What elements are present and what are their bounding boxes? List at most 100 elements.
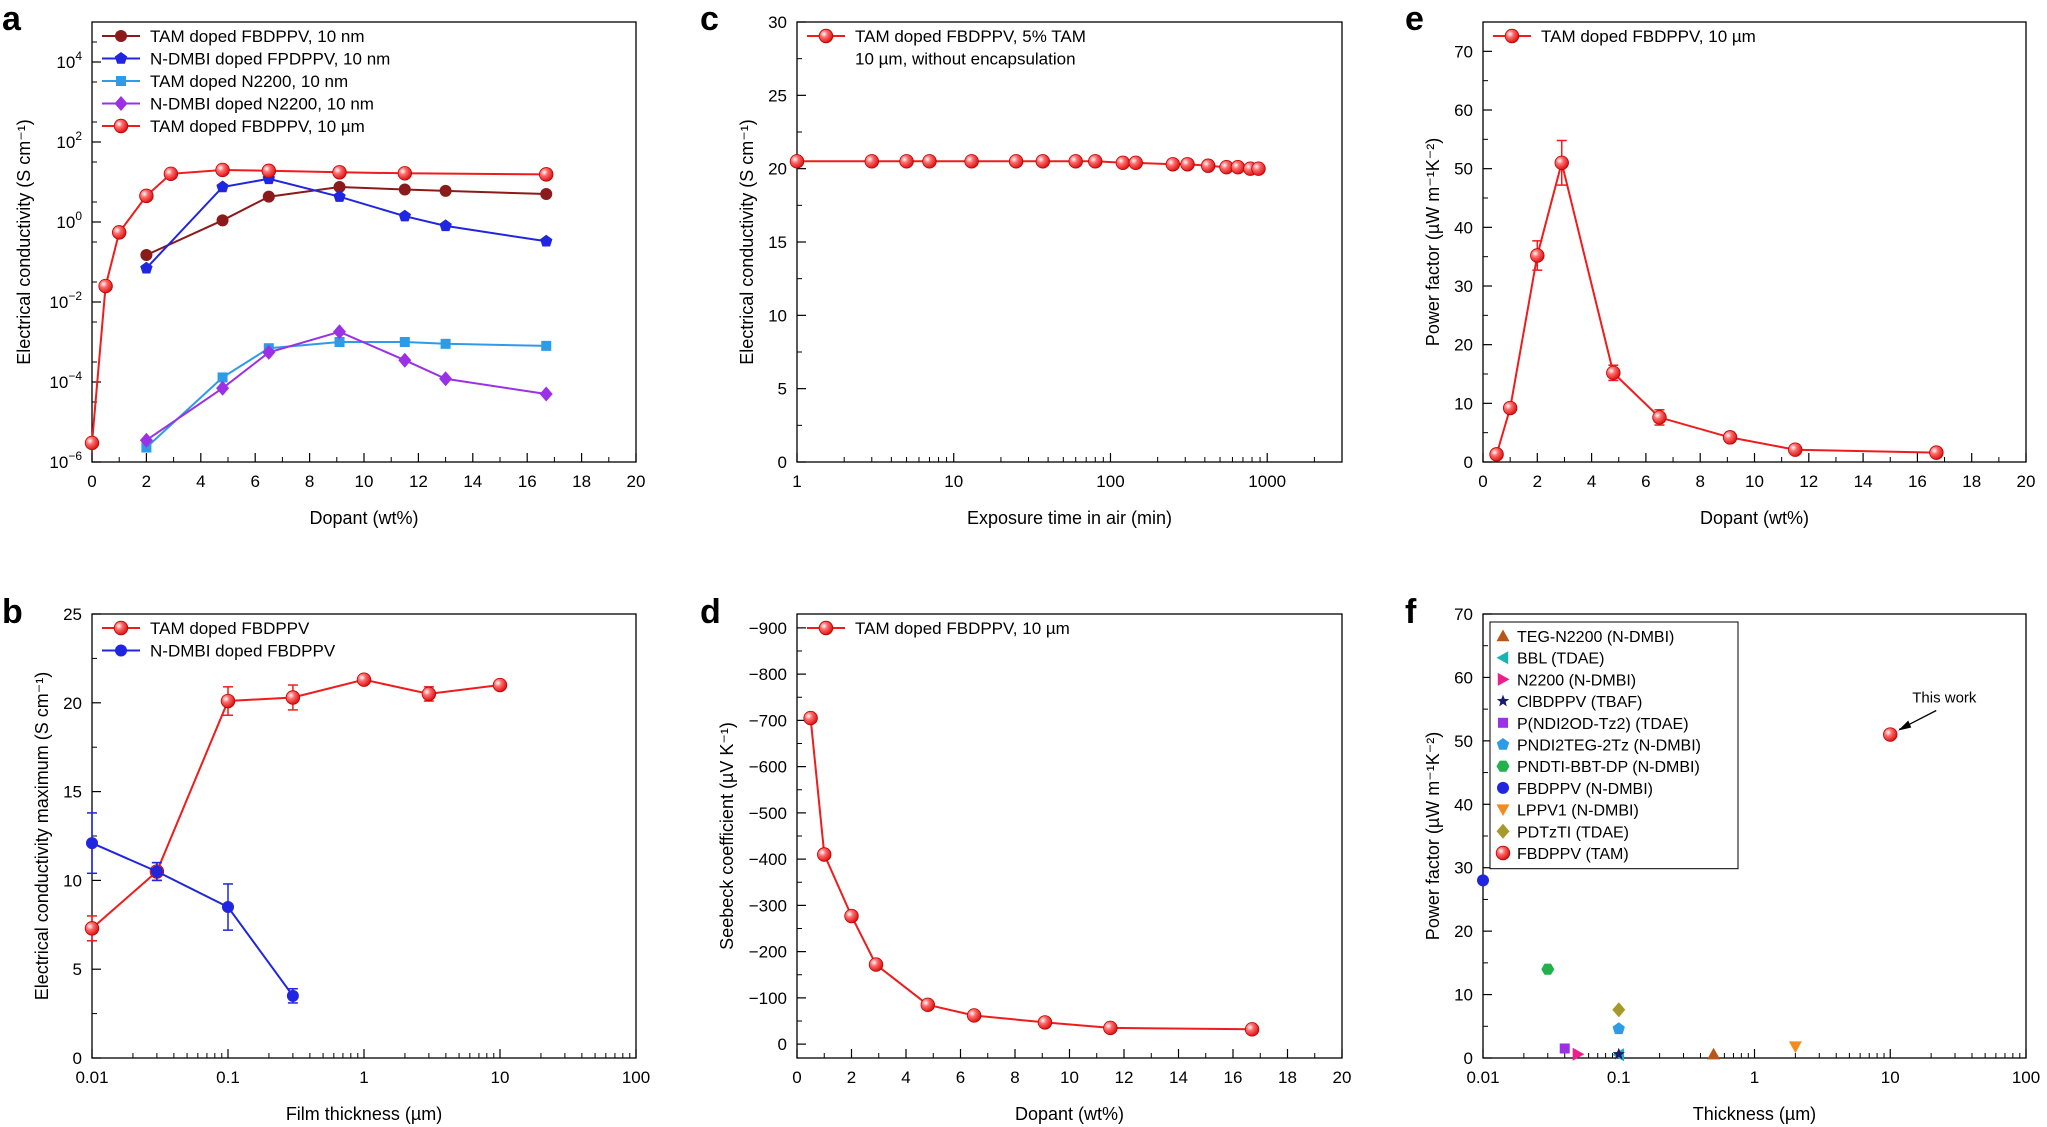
legend-marker [114, 96, 128, 111]
data-point [440, 338, 451, 349]
panel-e: e 0 2 4 6 8 10 12 14 16 18 20 Dopant (wt%) 0 10 20 30 40 5… [1405, 0, 2035, 528]
legend-label: TEG-N2200 (N-DMBI) [1517, 629, 1674, 646]
data-point [216, 380, 230, 396]
data-point [1612, 1002, 1626, 1018]
y-axis-label: Electrical conductivity maximum (S cm⁻¹) [32, 672, 52, 1001]
y-tick-label: −400 [749, 850, 787, 869]
data-point [217, 372, 228, 383]
y-tick-label: 0 [778, 1035, 787, 1054]
x-axis: 1 10 100 1000 Exposure time in air (min) [792, 453, 1315, 528]
x-tick-label: 0 [1478, 472, 1487, 491]
series [1477, 874, 1489, 887]
y-tick-label: 60 [1454, 668, 1473, 687]
series [139, 324, 553, 448]
data-point [1788, 442, 1803, 457]
data-point [333, 180, 346, 193]
legend-label: TAM doped FBDPPV, 10 µm [855, 619, 1070, 638]
y-tick-label: 50 [1454, 732, 1473, 751]
data-point [398, 183, 411, 196]
x-tick-label: 16 [1908, 472, 1927, 491]
data-point [397, 166, 413, 181]
legend-marker [113, 620, 129, 636]
series [803, 710, 1260, 1037]
y-tick-label: −800 [749, 665, 787, 684]
y-tick-label: 10 [1454, 394, 1473, 413]
legend: TAM doped FBDPPV, 10 µm [807, 619, 1070, 638]
y-tick-label: −500 [749, 804, 787, 823]
series-line [91, 168, 547, 443]
x-tick-label: 10 [491, 1068, 510, 1087]
x-tick-label: 16 [1224, 1068, 1243, 1087]
x-axis: 0 2 4 6 8 10 12 14 16 18 20 Dopant (wt%) [1478, 453, 2035, 528]
y-tick-label: 104 [56, 49, 82, 72]
data-point [262, 190, 275, 203]
data-point [789, 154, 805, 169]
x-tick-label: 18 [1278, 1068, 1297, 1087]
data-point [439, 371, 453, 387]
data-point [964, 154, 979, 169]
x-tick-label: 0.1 [1607, 1068, 1631, 1087]
y-axis: 0 5 10 15 20 25 Electrical conductivity maximu… [32, 605, 101, 1068]
y-tick-label: 5 [778, 380, 787, 399]
data-point [1008, 154, 1024, 169]
panel-c: c 1 10 100 1000 Exposure time in air (min) 0 5 1… [700, 0, 1343, 528]
data-point [1068, 154, 1083, 169]
x-tick-label: 10 [1881, 1068, 1900, 1087]
series [1612, 1047, 1625, 1060]
y-tick-label: 15 [768, 233, 787, 252]
data-point [1251, 161, 1266, 176]
legend-marker [1496, 823, 1510, 839]
x-tick-label: 0.1 [216, 1068, 240, 1087]
legend-label: TAM doped FBDPPV, 10 µm [150, 117, 365, 136]
data-point [1606, 365, 1621, 381]
legend: TAM doped FBDPPV N-DMBI doped FBDPPV [102, 619, 336, 661]
legend-marker [1496, 760, 1510, 772]
x-axis-label: Dopant (wt%) [309, 508, 418, 528]
y-tick-label: 10 [768, 306, 787, 325]
data-point [540, 188, 553, 201]
x-tick-label: 12 [409, 472, 428, 491]
data-point [140, 261, 153, 274]
data-point [333, 324, 346, 340]
data-point [1722, 430, 1738, 445]
y-tick-label: 40 [1454, 795, 1473, 814]
y-tick-label: 20 [63, 694, 82, 713]
y-tick-label: 30 [1454, 277, 1473, 296]
data-point [261, 163, 277, 179]
data-point [966, 1008, 982, 1023]
x-tick-label: 18 [572, 472, 591, 491]
series [1572, 1047, 1585, 1061]
data-point [803, 710, 818, 726]
legend-label: BBL (TDAE) [1517, 651, 1604, 668]
data-point [216, 180, 229, 193]
data-point [216, 214, 229, 227]
x-tick-label: 100 [2012, 1068, 2040, 1087]
series [1489, 139, 1944, 462]
legend-label: TAM doped FBDPPV, 5% TAM [855, 27, 1086, 46]
legend-label: LPPV1 (N-DMBI) [1517, 803, 1639, 820]
y-axis: 10−6 10−4 10−2 100 102 104 Electrical conducti… [14, 41, 101, 472]
x-tick-label: 4 [1587, 472, 1596, 491]
legend-label: FBDPPV (N-DMBI) [1517, 781, 1653, 798]
y-axis-label: Power factor (µW m⁻¹K⁻²) [1423, 732, 1443, 940]
x-axis-label: Thickness (µm) [1693, 1104, 1816, 1124]
data-point [844, 908, 859, 924]
legend-marker [1498, 717, 1508, 728]
data-point [1707, 1047, 1721, 1060]
data-point [1612, 1047, 1625, 1060]
data-point [399, 337, 410, 347]
y-tick-label: −600 [749, 758, 787, 777]
data-point [286, 989, 299, 1002]
y-tick-label: 102 [56, 129, 82, 152]
plot-frame [796, 613, 1343, 1059]
legend-label: ClBDPPV (TBAF) [1517, 694, 1642, 711]
y-tick-label: 30 [1454, 859, 1473, 878]
data-point [1530, 248, 1545, 263]
legend-box [1489, 621, 1739, 870]
panel-letter: d [700, 593, 721, 631]
legend-marker [1497, 781, 1509, 794]
legend-marker [818, 28, 834, 44]
legend-marker [115, 644, 127, 657]
data-point [334, 337, 345, 347]
series-line [145, 341, 547, 449]
